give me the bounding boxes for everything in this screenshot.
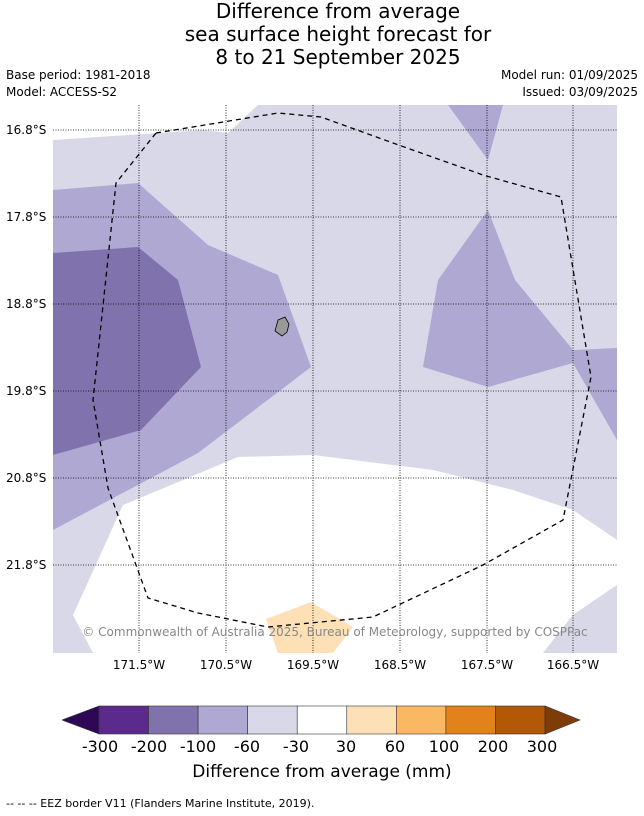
colorbar-svg — [61, 705, 581, 735]
lat-label-3: 18.8°S — [6, 297, 47, 311]
lon-label-2: 170.5°W — [199, 658, 253, 672]
graticule — [53, 105, 617, 653]
colorbar-segment — [247, 705, 298, 735]
meta-right: Model run: 01/09/2025 Issued: 03/09/2025 — [501, 67, 638, 101]
anomaly-zone-light-bottom-right — [543, 585, 617, 653]
lon-label-4: 168.5°W — [373, 658, 427, 672]
model-run: Model run: 01/09/2025 — [500, 68, 638, 82]
lat-label-4: 19.8°S — [6, 384, 47, 398]
colorbar-label-8: 100 — [428, 737, 460, 756]
title-line-1: Difference from average — [215, 0, 461, 23]
colorbar-segment — [296, 705, 348, 735]
colorbar-label-4: -60 — [233, 737, 261, 756]
anomaly-zone-positive — [266, 602, 353, 653]
colorbar-segment — [396, 705, 447, 735]
island — [274, 316, 290, 337]
anomaly-zone-medium-top — [448, 105, 503, 160]
colorbar-label-10: 300 — [526, 737, 558, 756]
colorbar-segment — [495, 705, 546, 735]
colorbar-label-3: -100 — [179, 737, 217, 756]
anomaly-zone-medium-right — [423, 210, 617, 440]
colorbar-segment — [98, 705, 149, 735]
colorbar-label-2: -200 — [130, 737, 168, 756]
model-name: Model: ACCESS-S2 — [6, 85, 118, 99]
lon-label-6: 166.5°W — [546, 658, 600, 672]
colorbar — [61, 704, 582, 740]
lon-label-3: 169.5°W — [286, 658, 340, 672]
issued-date: Issued: 03/09/2025 — [522, 85, 638, 99]
lat-label-5: 20.8°S — [6, 471, 47, 485]
lat-label-6: 21.8°S — [6, 558, 47, 572]
eez-footnote: -- -- -- EEZ border V11 (Flanders Marine… — [6, 797, 315, 810]
title-line-2: sea surface height forecast for — [184, 22, 492, 46]
lat-label-1: 16.8°S — [6, 123, 47, 137]
colorbar-segments — [98, 705, 546, 735]
title-line-3: 8 to 21 September 2025 — [215, 45, 461, 69]
copyright-notice: © Commonwealth of Australia 2025, Bureau… — [82, 625, 588, 639]
colorbar-title: Difference from average (mm) — [192, 762, 452, 782]
colorbar-segment — [445, 705, 496, 735]
chart-title: Difference from average sea surface heig… — [0, 0, 644, 69]
map-svg — [53, 105, 617, 653]
colorbar-label-7: 60 — [384, 737, 406, 756]
anomaly-zone-neutral — [73, 455, 617, 653]
colorbar-label-1: -300 — [81, 737, 119, 756]
colorbar-segment — [197, 705, 248, 735]
colorbar-label-5: -30 — [282, 737, 310, 756]
lat-label-2: 17.8°S — [6, 210, 47, 224]
colorbar-extend-low — [61, 705, 100, 735]
map-panel: © Commonwealth of Australia 2025, Bureau… — [53, 105, 617, 653]
eez-border — [92, 112, 592, 628]
lon-label-1: 171.5°W — [112, 658, 166, 672]
colorbar-extend-high — [544, 705, 581, 735]
colorbar-label-6: 30 — [335, 737, 357, 756]
colorbar-segment — [346, 705, 397, 735]
no-data-area-top-left — [53, 105, 258, 140]
base-period: Base period: 1981-2018 — [6, 68, 151, 82]
colorbar-label-9: 200 — [477, 737, 509, 756]
lon-label-5: 167.5°W — [460, 658, 514, 672]
anomaly-zone-dark-left — [53, 247, 201, 455]
meta-left: Base period: 1981-2018 Model: ACCESS-S2 — [6, 67, 151, 101]
colorbar-segment — [148, 705, 199, 735]
